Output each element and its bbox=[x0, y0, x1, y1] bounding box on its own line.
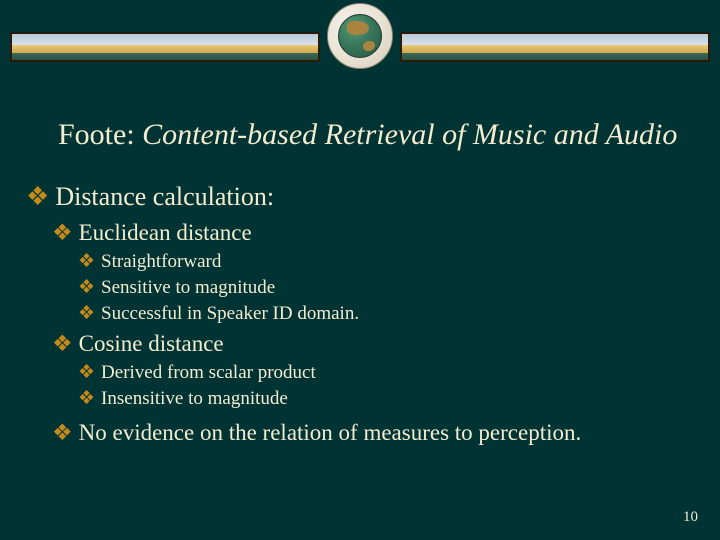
title-lead: Foote: bbox=[58, 118, 142, 151]
diamond-icon: ❖ bbox=[78, 250, 95, 273]
slide-title: Foote: Content-based Retrieval of Music … bbox=[58, 118, 677, 152]
slide-content: ❖Distance calculation: ❖Euclidean distan… bbox=[26, 182, 581, 450]
euclid-label: Euclidean distance bbox=[79, 220, 252, 245]
bullet-euclid-0: ❖ Straightforward bbox=[78, 250, 581, 273]
euclid-item-0: Straightforward bbox=[101, 251, 221, 272]
title-rest: Content-based Retrieval of Music and Aud… bbox=[142, 118, 677, 151]
banner-strip-left bbox=[10, 32, 320, 62]
bullet-cosine-1: ❖ Insensitive to magnitude bbox=[78, 387, 581, 410]
bullet-l1: ❖Distance calculation: bbox=[26, 182, 581, 212]
diamond-icon: ❖ bbox=[78, 361, 95, 384]
bullet-euclid-1: ❖ Sensitive to magnitude bbox=[78, 276, 581, 299]
diamond-icon: ❖ bbox=[52, 420, 73, 446]
euclid-item-2: Successful in Speaker ID domain. bbox=[101, 303, 359, 324]
page-number: 10 bbox=[683, 509, 698, 526]
euclid-item-1: Sensitive to magnitude bbox=[101, 277, 275, 298]
globe-icon bbox=[327, 3, 393, 69]
banner-strip-right bbox=[400, 32, 710, 62]
diamond-icon: ❖ bbox=[52, 331, 73, 357]
bullet-euclid-2: ❖ Successful in Speaker ID domain. bbox=[78, 302, 581, 325]
cosine-item-1: Insensitive to magnitude bbox=[101, 388, 288, 409]
bullet-euclidean: ❖Euclidean distance bbox=[52, 220, 581, 246]
header-banner bbox=[0, 0, 720, 72]
diamond-icon: ❖ bbox=[52, 220, 73, 246]
bullet-cosine: ❖Cosine distance bbox=[52, 331, 581, 357]
diamond-icon: ❖ bbox=[78, 276, 95, 299]
l1-text: Distance calculation: bbox=[55, 182, 274, 211]
diamond-icon: ❖ bbox=[78, 387, 95, 410]
cosine-label: Cosine distance bbox=[79, 331, 224, 356]
diamond-icon: ❖ bbox=[26, 182, 49, 212]
cosine-item-0: Derived from scalar product bbox=[101, 362, 316, 383]
bullet-final: ❖No evidence on the relation of measures… bbox=[52, 420, 581, 446]
final-text: No evidence on the relation of measures … bbox=[79, 420, 582, 445]
bullet-cosine-0: ❖ Derived from scalar product bbox=[78, 361, 581, 384]
diamond-icon: ❖ bbox=[78, 302, 95, 325]
